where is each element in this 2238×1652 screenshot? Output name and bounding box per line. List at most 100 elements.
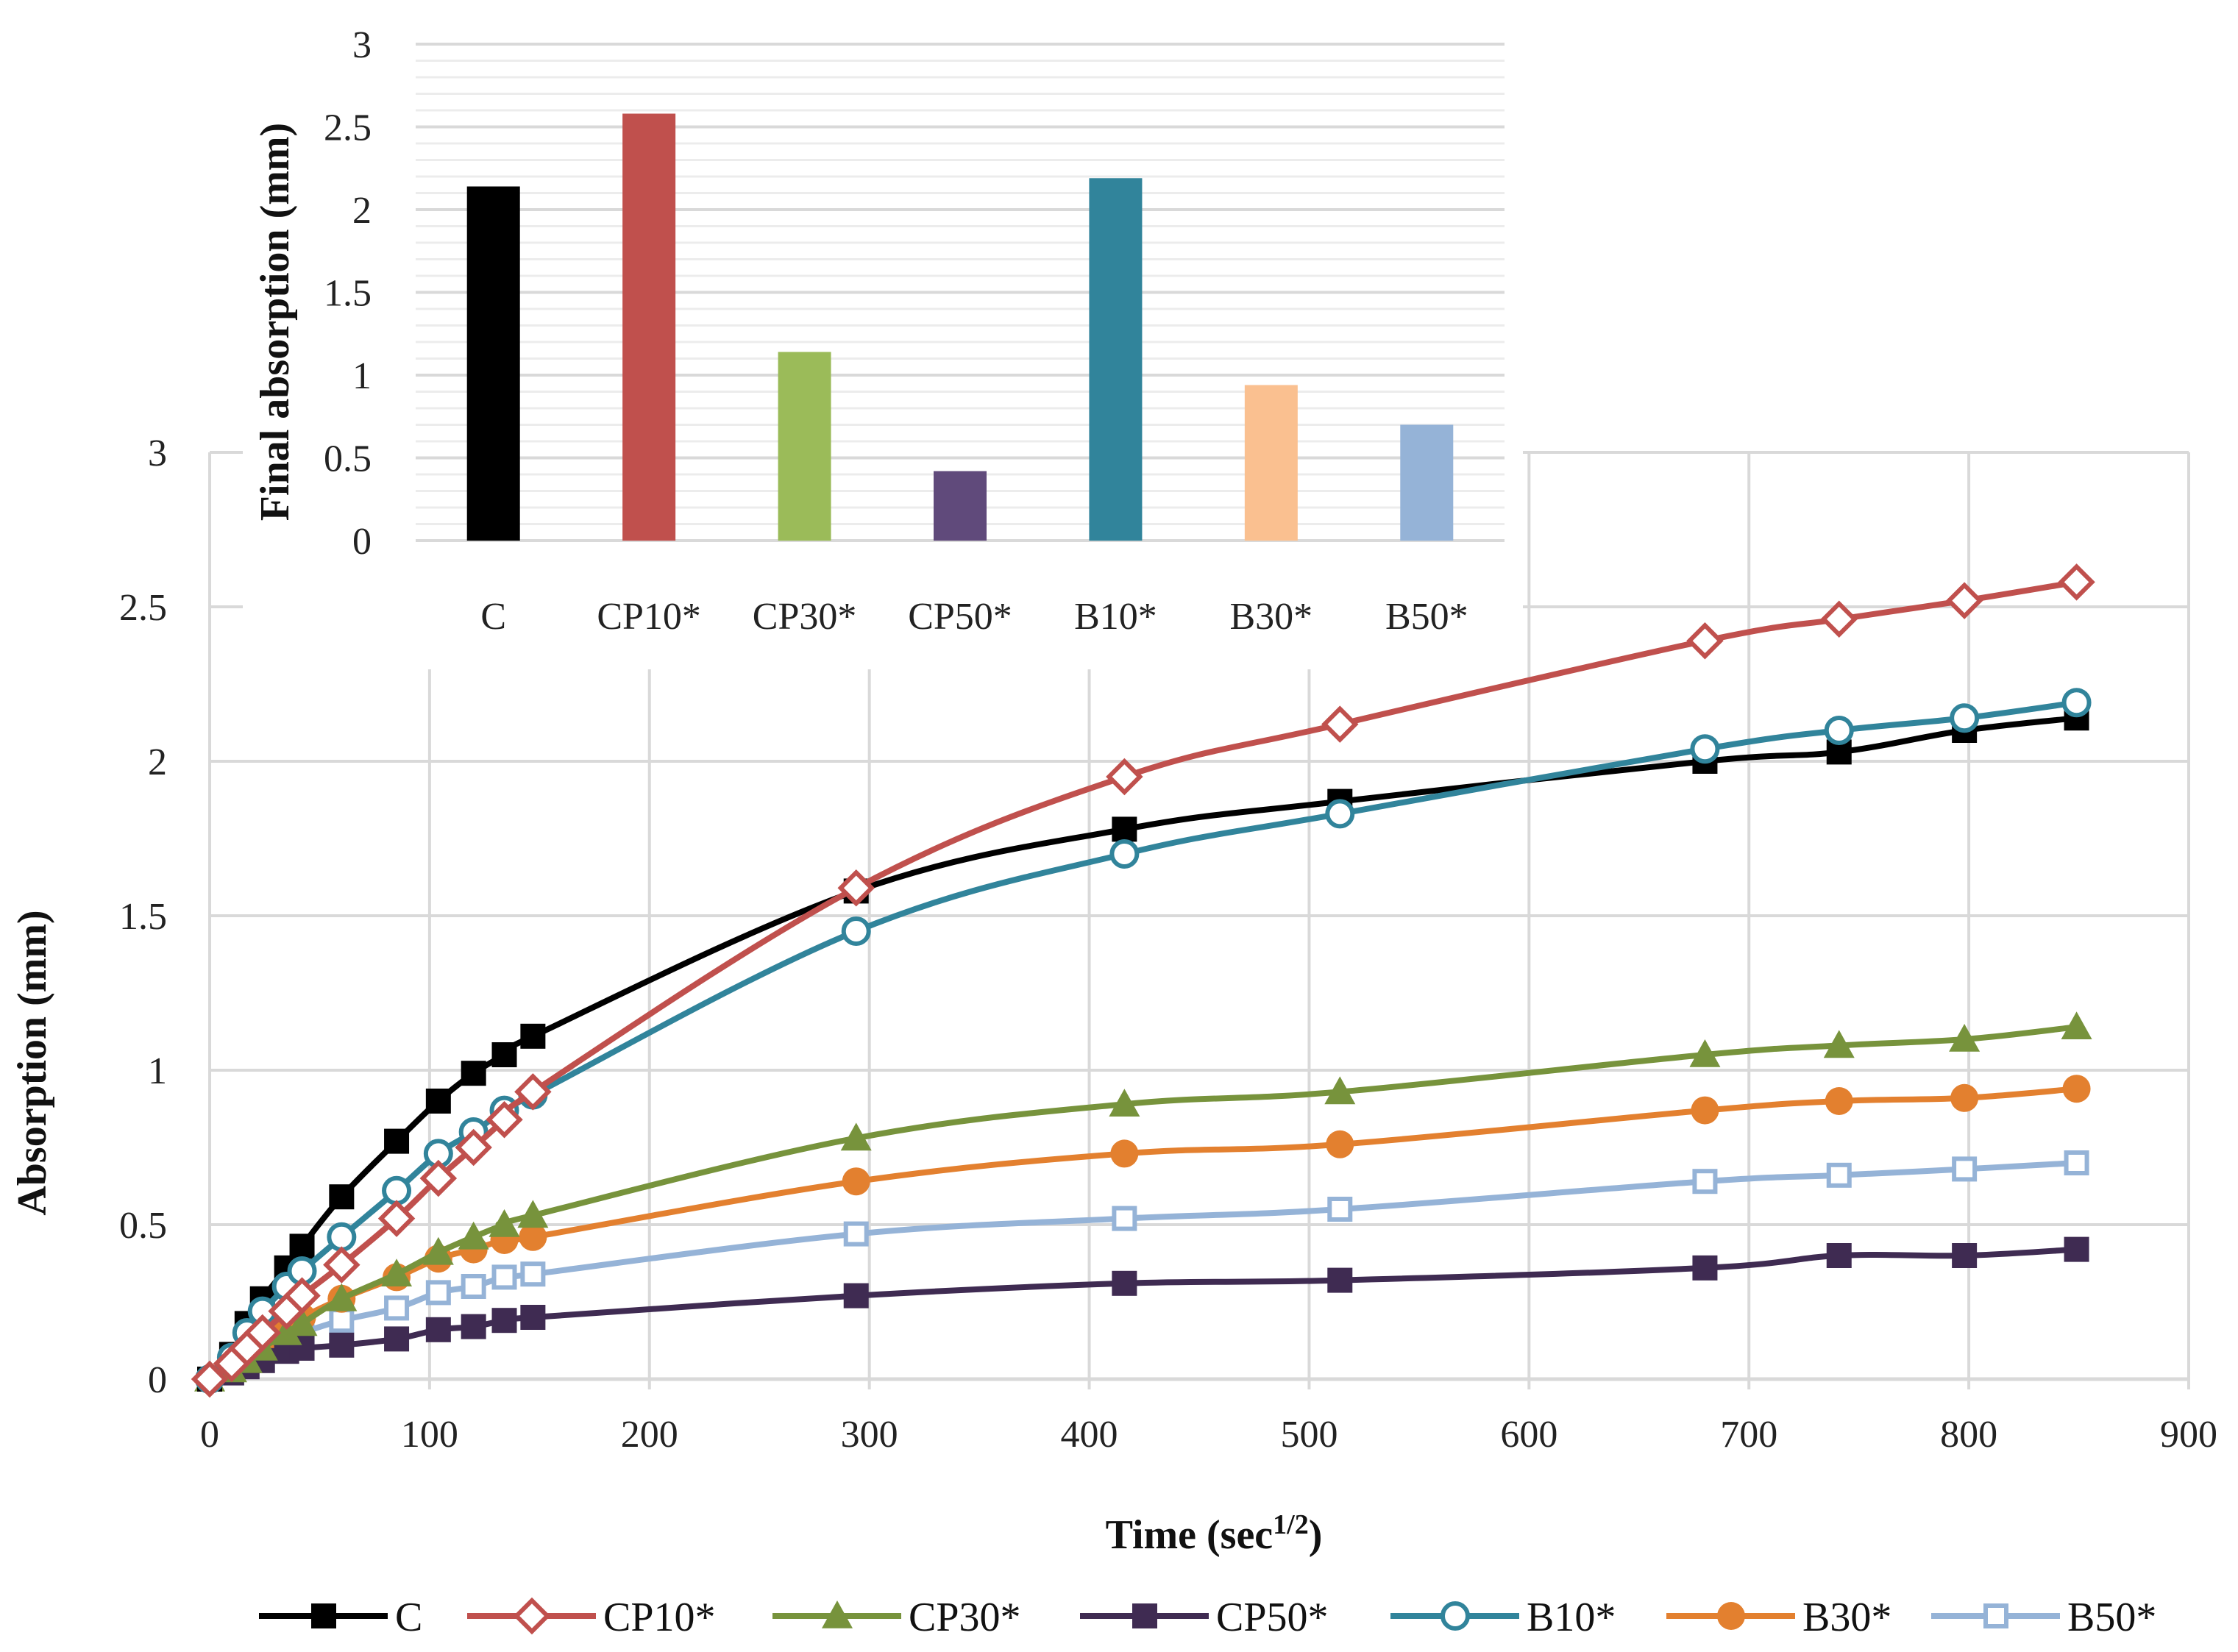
data-point [489,1209,520,1237]
data-point [422,1236,454,1265]
data-point [491,1264,517,1290]
bar-b10-star [1089,178,1143,541]
inset-y-tick-label: 2.5 [324,107,372,149]
data-point [1950,1083,1979,1112]
data-point [2062,1075,2091,1103]
data-point [326,1283,358,1311]
data-point [2061,1011,2092,1039]
data-point [520,1261,546,1287]
inset-y-tick-label: 2 [352,190,372,232]
legend-marker [1717,1602,1745,1630]
data-point [458,1221,489,1250]
data-point [425,1089,451,1114]
data-point [1326,1130,1354,1158]
data-point [1691,1096,1719,1125]
series-line [208,1160,2077,1382]
x-tick-label: 300 [841,1414,898,1456]
x-tick-label: 500 [1280,1414,1338,1456]
data-point [329,1184,355,1210]
x-tick-label: 100 [401,1414,458,1456]
data-point [384,1326,410,1352]
legend-label: B50* [2067,1595,2156,1640]
data-point [1952,1243,1978,1268]
data-point [1686,622,1724,660]
y-axis-title: Absorption (mm) [10,910,55,1215]
data-point [520,1305,546,1330]
inset-y-tick-label: 0.5 [324,438,372,480]
data-point [419,1159,458,1197]
x-tick-label: 0 [200,1414,219,1456]
x-tick-label: 800 [1940,1414,1997,1456]
data-point [1950,703,1980,733]
inset-category-label: B10* [1074,596,1157,638]
data-point [377,1200,416,1237]
data-point [286,1308,318,1336]
inset-category-label: B50* [1385,596,1468,638]
data-point [1952,1156,1978,1182]
data-point [283,1277,321,1314]
data-point [455,1128,492,1167]
y-tick-label: 1 [148,1050,167,1092]
data-point [843,1221,869,1247]
y-tick-label: 0.5 [119,1205,167,1247]
inset-y-tick-label: 1.5 [324,273,372,315]
y-tick-label: 0 [148,1359,167,1401]
data-point [514,1073,552,1111]
legend-label: B10* [1527,1595,1616,1640]
data-point [384,1295,410,1321]
data-point [1692,1255,1718,1281]
data-point [323,1246,360,1283]
data-point [329,1332,355,1358]
inset-y-axis-title: Final absorption (mm) [252,123,298,521]
legend-marker [1441,1601,1470,1631]
data-point [1112,816,1137,842]
data-point [1106,758,1143,796]
legend-item-cp10-star: CP10* [467,1595,716,1640]
data-point [1324,1076,1356,1105]
y-tick-label: 2 [148,741,167,783]
data-point [1327,1267,1353,1293]
data-point [2058,563,2095,601]
bar-b50-star [1400,424,1454,541]
data-point [1692,1169,1718,1195]
data-point [517,1200,549,1228]
data-point [520,1023,546,1049]
data-point [425,1280,451,1306]
bar-c [466,186,520,541]
data-point [271,1317,302,1345]
data-point [461,1061,486,1086]
data-point [1690,734,1720,764]
data-point [1826,1243,1852,1268]
bar-cp10-star [622,113,676,541]
x-tick-label: 600 [1500,1414,1557,1456]
data-point [289,1233,315,1259]
data-point [519,1222,547,1251]
data-point [843,1283,869,1309]
data-point [1112,1206,1137,1231]
inset-bar-chart: 0 0.5 1 1.5 2 2.5 3 Final absorption (mm) C CP10*… [252,24,1505,638]
x-axis-title-text: Time (sec [1106,1512,1273,1558]
data-point [2064,1150,2089,1175]
x-axis-title-close: ) [1309,1512,1323,1558]
legend-marker [822,1601,853,1628]
data-point [1945,582,1983,619]
y-tick-label: 3 [148,432,167,474]
data-point [837,869,875,907]
data-point [1949,1024,1981,1052]
data-point [842,1167,870,1196]
data-point [1109,839,1140,869]
data-point [461,1314,486,1339]
data-point [382,1175,412,1206]
legend-item-cp30-star: CP30* [772,1595,1021,1640]
legend-item-cp50-star: CP50* [1080,1595,1329,1640]
inset-category-label: CP10* [597,596,701,638]
inset-y-tick-label: 1 [352,355,372,397]
series-cp10-star [191,563,2095,1398]
legend-label: B30* [1802,1595,1891,1640]
legend-label: CP50* [1216,1595,1329,1640]
data-point [491,1308,517,1334]
inset-category-label: C [480,596,506,638]
inset-y-tick-label: 3 [352,24,372,66]
data-point [1826,1162,1852,1188]
